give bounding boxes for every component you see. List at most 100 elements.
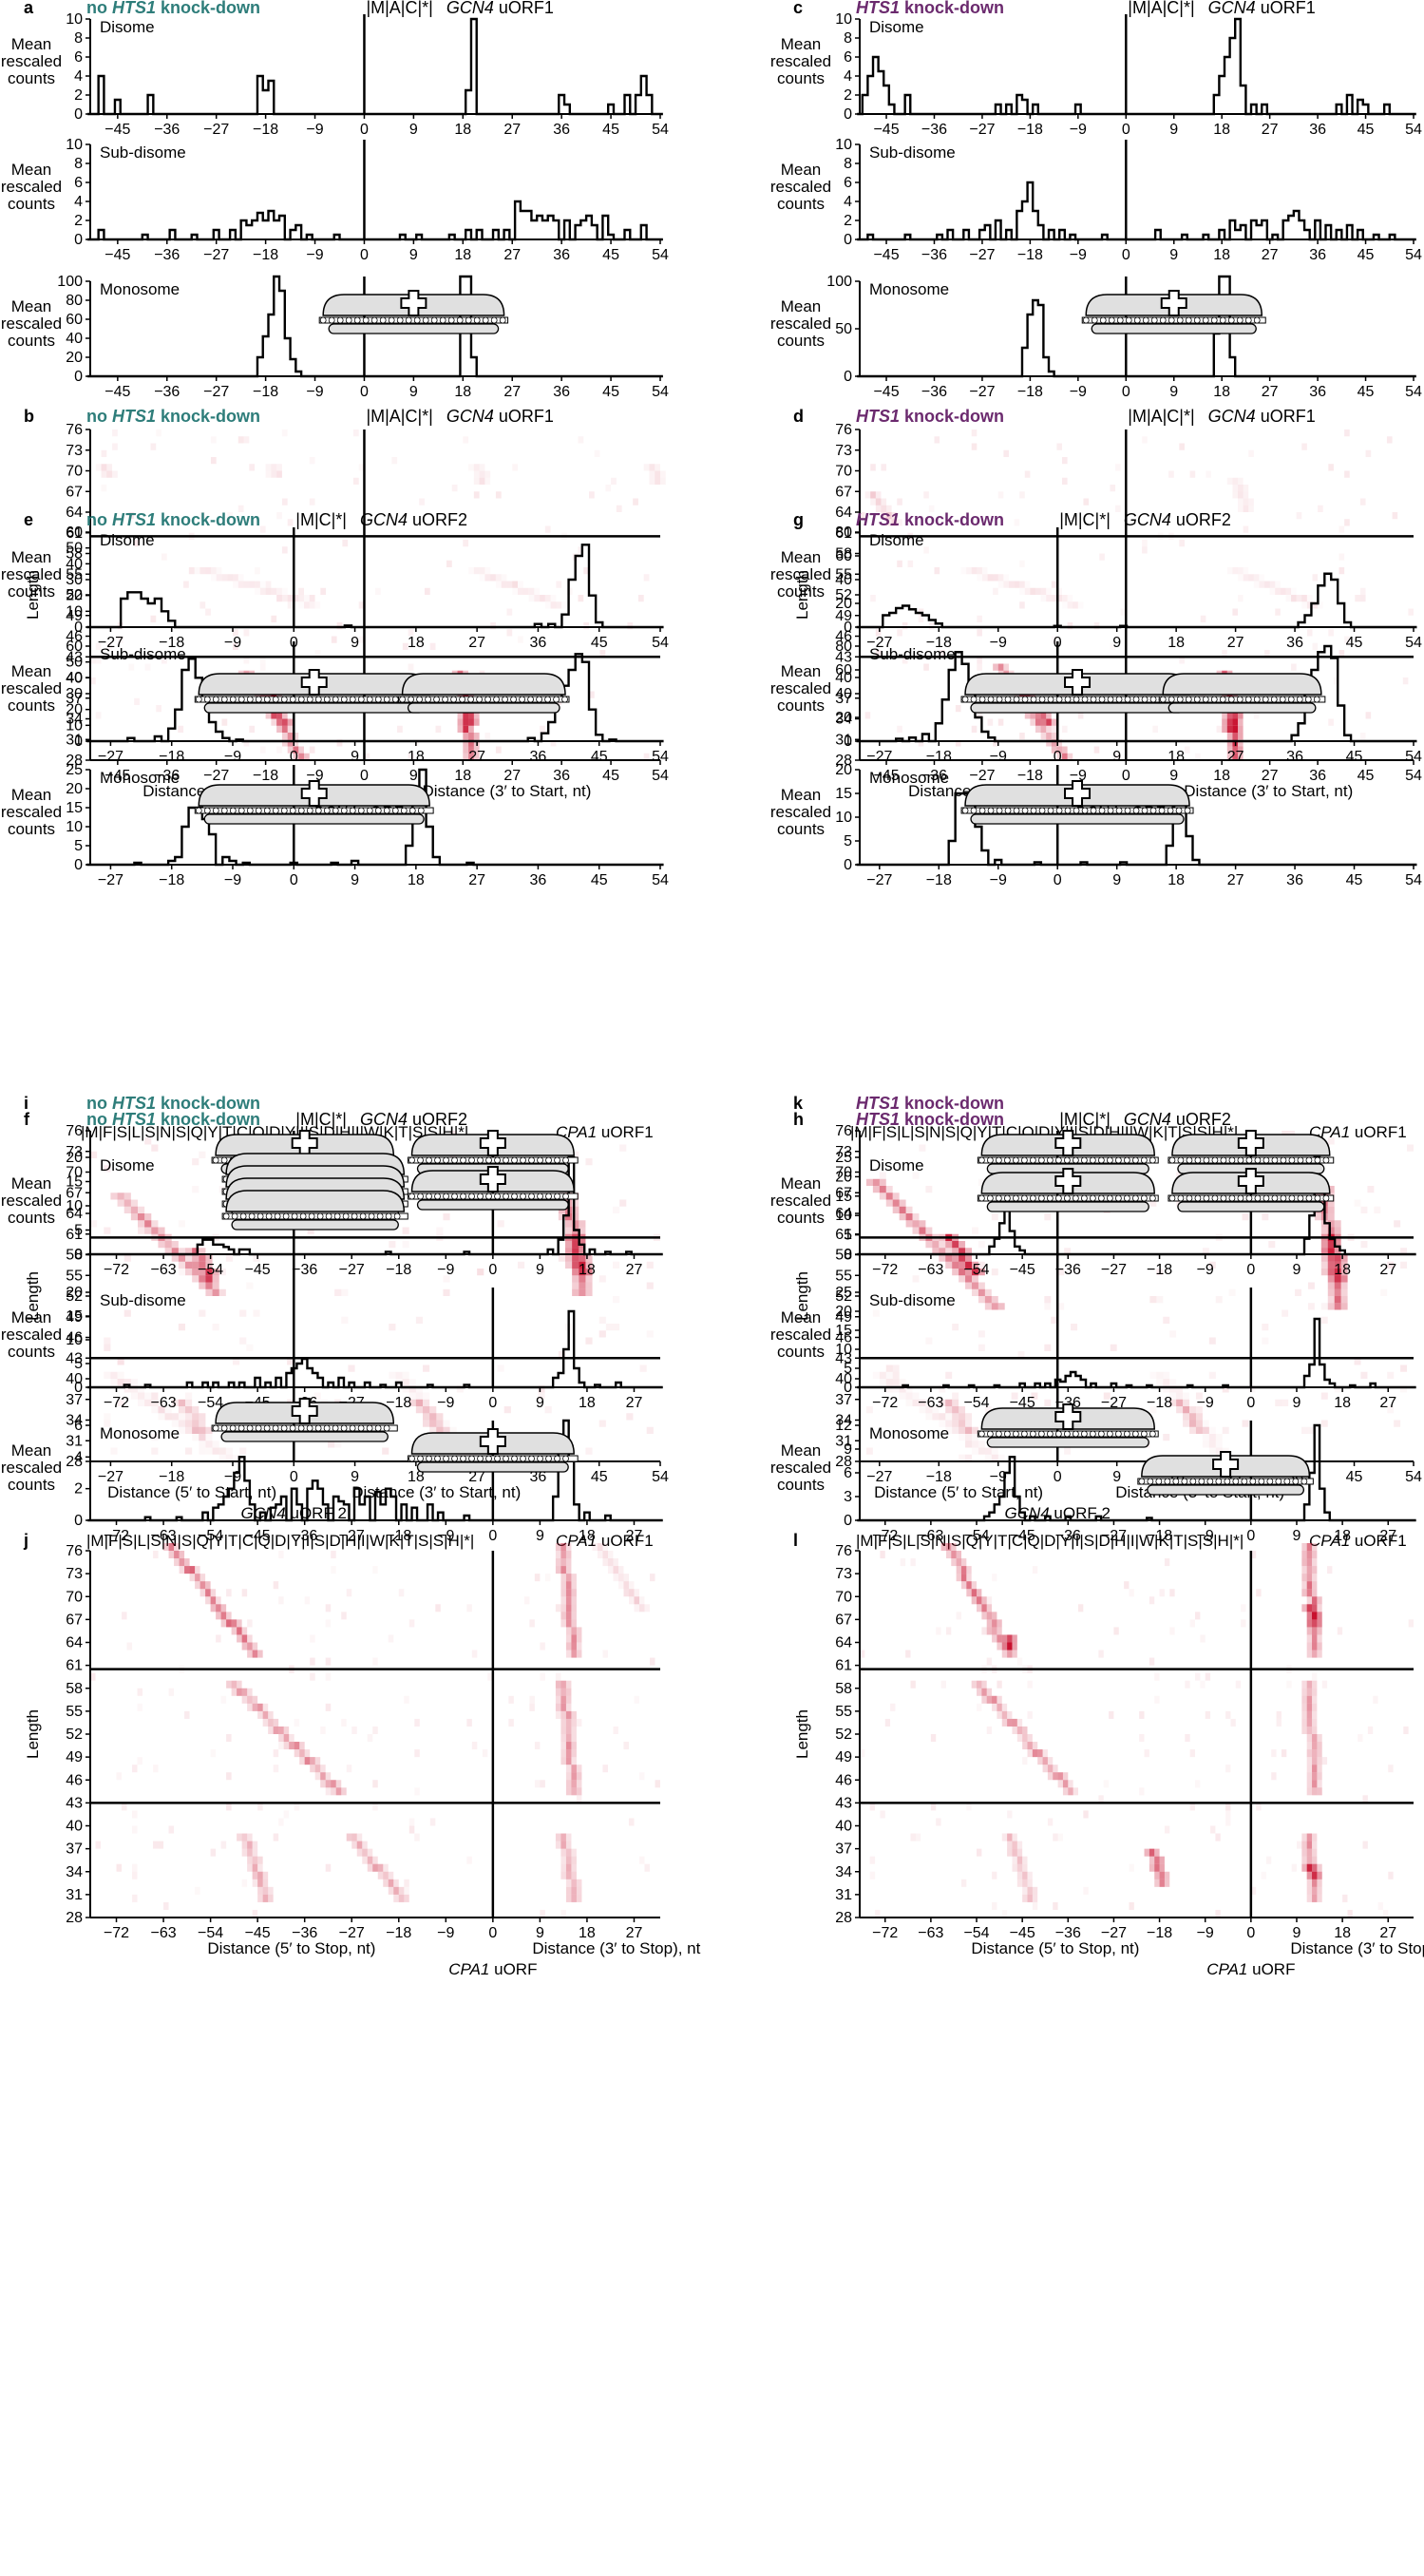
gene-name: GCN4 xyxy=(1208,407,1256,426)
nucleotide xyxy=(987,696,995,703)
x-axis-title-left: Distance (5′ to Start, nt) xyxy=(107,1483,276,1501)
heatmap-cell xyxy=(540,1909,545,1918)
heatmap-cell xyxy=(613,1726,618,1734)
y-axis-title: Mean xyxy=(781,662,822,680)
nucleotide xyxy=(195,696,202,703)
gene-hts1: HTS1 xyxy=(112,1094,156,1113)
heatmap-cell xyxy=(634,1696,639,1704)
heatmap-cell xyxy=(104,1420,111,1427)
y-tick-label: 2 xyxy=(74,87,83,104)
heatmap-cell xyxy=(260,747,266,754)
heatmap-cell xyxy=(298,587,304,595)
heatmap-cell xyxy=(997,574,1004,582)
row-label: Monosome xyxy=(869,1424,949,1442)
heatmap-cell xyxy=(945,1627,952,1635)
heatmap-cell xyxy=(341,1317,348,1324)
gene-name: GCN4 xyxy=(1208,0,1256,17)
heatmap-cell xyxy=(997,1680,1002,1689)
heatmap-cell xyxy=(1164,1825,1170,1834)
heatmap-cell xyxy=(572,1261,579,1269)
x-tick-label: 45 xyxy=(591,1469,608,1485)
heatmap-cell xyxy=(1185,1680,1190,1689)
heatmap-cell xyxy=(212,1282,219,1289)
heatmap-cell xyxy=(1027,1894,1033,1902)
nucleotide xyxy=(1029,1194,1036,1202)
heatmap-cell xyxy=(252,1879,258,1887)
x-tick-label: −72 xyxy=(104,1528,129,1544)
nucleotide xyxy=(374,696,382,703)
heatmap-cell xyxy=(1001,1642,1008,1651)
y-tick-label: 25 xyxy=(835,1285,852,1301)
panel-letter: b xyxy=(24,407,34,426)
heatmap-cell xyxy=(184,1566,190,1574)
heatmap-cell xyxy=(199,1309,206,1317)
heatmap-cell xyxy=(1226,725,1233,733)
heatmap-cell xyxy=(1046,718,1052,726)
nucleotide xyxy=(554,1156,560,1164)
heatmap-cell xyxy=(1312,1650,1318,1658)
nucleotide xyxy=(511,1455,518,1462)
x-tick-label: 45 xyxy=(1358,768,1375,784)
heatmap-cell xyxy=(945,1551,952,1559)
heatmap-cell xyxy=(216,1634,221,1643)
nucleotide xyxy=(1089,1430,1096,1438)
y-tick-label: 15 xyxy=(66,1174,83,1191)
gene-name: CPA1 xyxy=(556,1532,597,1550)
x-tick-label: 45 xyxy=(1358,247,1375,263)
heatmap-cell xyxy=(1205,1710,1211,1719)
heatmap-cell xyxy=(463,746,469,754)
heatmap-cell xyxy=(336,622,343,630)
heatmap-cell xyxy=(1163,1316,1170,1324)
heatmap-cell xyxy=(325,1703,332,1711)
heatmap-cell xyxy=(436,1420,444,1427)
heatmap-cell xyxy=(281,739,288,747)
heatmap-cell xyxy=(1195,1413,1203,1421)
y-axis-title: Mean xyxy=(781,1174,822,1193)
heatmap-cell xyxy=(1328,464,1334,471)
heatmap-cell xyxy=(572,1269,579,1276)
orf-label: uORF2 xyxy=(408,510,467,529)
heatmap-cell xyxy=(1222,1426,1229,1434)
heatmap-cell xyxy=(619,1144,627,1152)
x-tick-label: −18 xyxy=(159,635,184,651)
nucleotide xyxy=(399,696,406,703)
x-tick-label: −36 xyxy=(154,247,180,263)
heatmap-cell xyxy=(1099,553,1105,561)
heatmap-cell xyxy=(199,1248,206,1255)
nucleotide xyxy=(340,807,348,814)
heatmap-cell xyxy=(1402,677,1409,685)
heatmap-cell xyxy=(178,1261,185,1269)
heatmap-cell xyxy=(132,1871,138,1880)
heatmap-cell xyxy=(565,1596,572,1605)
x-tick-label: 27 xyxy=(468,635,485,651)
heatmap-cell xyxy=(1344,470,1350,478)
y-axis-title: Mean xyxy=(781,161,822,179)
nucleotide xyxy=(222,1212,230,1220)
heatmap-cell xyxy=(278,1596,284,1605)
y-tick-label: 0 xyxy=(844,1380,852,1396)
heatmap-cell xyxy=(959,1254,966,1262)
y-tick-label: 31 xyxy=(66,732,83,748)
x-tick-label: 54 xyxy=(1405,872,1422,888)
heatmap-cell xyxy=(885,1364,893,1372)
heatmap-cell xyxy=(1312,1680,1318,1689)
heatmap-cell xyxy=(571,1780,577,1788)
nucleotide xyxy=(447,316,455,324)
y-tick-label: 50 xyxy=(66,655,83,671)
heatmap-cell xyxy=(1312,1542,1318,1551)
nucleotide xyxy=(1158,807,1166,814)
x-tick-label: −27 xyxy=(866,635,892,651)
heatmap-cell xyxy=(1062,595,1068,602)
y-tick-label: 40 xyxy=(66,1819,83,1835)
heatmap-cell xyxy=(310,1757,315,1765)
nucleotide xyxy=(212,696,219,703)
y-tick-label: 20 xyxy=(835,762,852,778)
nucleotide xyxy=(1280,1156,1287,1164)
y-tick-label: 10 xyxy=(66,1332,83,1348)
heatmap-cell xyxy=(1062,601,1068,608)
nucleotide xyxy=(1149,1156,1156,1164)
heatmap-cell xyxy=(951,1542,957,1551)
nucleotide xyxy=(1013,807,1020,814)
nucleotide xyxy=(978,1194,985,1202)
heatmap-cell xyxy=(932,1241,940,1249)
